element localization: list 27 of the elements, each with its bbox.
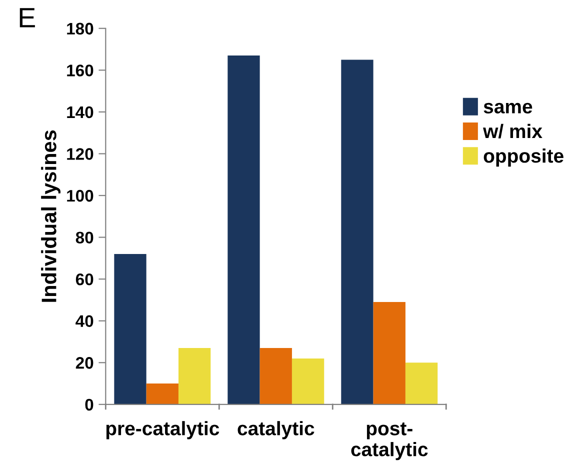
y-tick-label: 120 <box>67 148 94 160</box>
legend-label: same <box>484 102 532 114</box>
bar <box>341 60 374 404</box>
bar <box>373 302 406 404</box>
bar <box>292 358 324 404</box>
x-tick-label: pre-catalytic <box>106 421 220 440</box>
bar <box>114 254 146 404</box>
y-tick-label: 80 <box>76 232 94 244</box>
legend-label: w/ mix <box>483 124 542 138</box>
y-tick-label: 20 <box>76 357 94 369</box>
legend-label: opposite <box>484 148 564 167</box>
y-tick-label: 180 <box>67 22 94 35</box>
bar <box>146 384 178 404</box>
y-tick-label: 140 <box>67 106 94 118</box>
y-tick-label: 60 <box>76 273 94 286</box>
bar <box>405 362 438 404</box>
y-tick-label: 0 <box>85 398 94 411</box>
bar <box>228 56 260 404</box>
x-tick-label: post- catalytic <box>351 422 428 460</box>
y-tick-label: 160 <box>67 64 94 76</box>
y-tick-label: 40 <box>76 315 94 328</box>
y-tick-label: 100 <box>67 190 94 202</box>
y-axis-title: Individual lysines <box>41 130 60 302</box>
bar <box>178 348 211 404</box>
x-tick-label: catalytic <box>238 421 314 440</box>
bar <box>260 348 292 404</box>
text: E <box>20 8 35 28</box>
